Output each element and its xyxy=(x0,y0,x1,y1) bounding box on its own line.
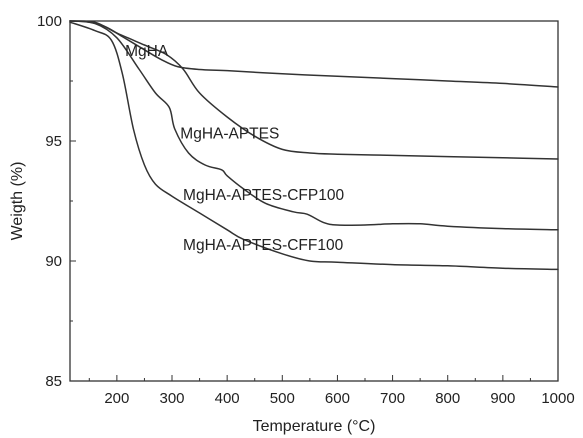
series-label-mgha-aptes-cff100: MgHA-APTES-CFF100 xyxy=(183,237,344,254)
x-tick-label: 400 xyxy=(215,390,240,407)
series-line-mgha-aptes-cff100 xyxy=(69,21,559,271)
axis-ticks xyxy=(70,20,559,382)
series-line-mgha-aptes-cfp100 xyxy=(69,20,559,231)
x-tick-label: 500 xyxy=(270,390,295,407)
y-axis-title: Weigth (%) xyxy=(9,162,26,241)
x-tick-label: 200 xyxy=(104,390,129,407)
x-tick-label: 600 xyxy=(325,390,350,407)
x-tick-label: 300 xyxy=(159,390,184,407)
y-tick-label: 100 xyxy=(37,13,62,30)
series-label-mgha-aptes-cfp100: MgHA-APTES-CFP100 xyxy=(183,187,344,204)
x-tick-label: 1000 xyxy=(541,390,574,407)
series-line-mgha-aptes xyxy=(69,20,559,160)
x-tick-label: 800 xyxy=(435,390,460,407)
series-label-mgha: MgHA xyxy=(125,43,169,60)
x-tick-label: 700 xyxy=(380,390,405,407)
series-labels: MgHA MgHA-APTES MgHA-APTES-CFP100 MgHA-APTE… xyxy=(125,43,344,254)
series-label-mgha-aptes: MgHA-APTES xyxy=(180,126,279,143)
y-tick-label: 85 xyxy=(45,373,62,390)
y-tick-label: 95 xyxy=(45,133,62,150)
y-tick-label: 90 xyxy=(45,253,62,270)
x-axis-title: Temperature (°C) xyxy=(253,418,376,435)
series-lines xyxy=(69,20,559,271)
axis-tick-labels: 200 300 400 500 600 700 800 900 1000 85 90 95 100 xyxy=(37,13,575,407)
x-tick-label: 900 xyxy=(490,390,515,407)
